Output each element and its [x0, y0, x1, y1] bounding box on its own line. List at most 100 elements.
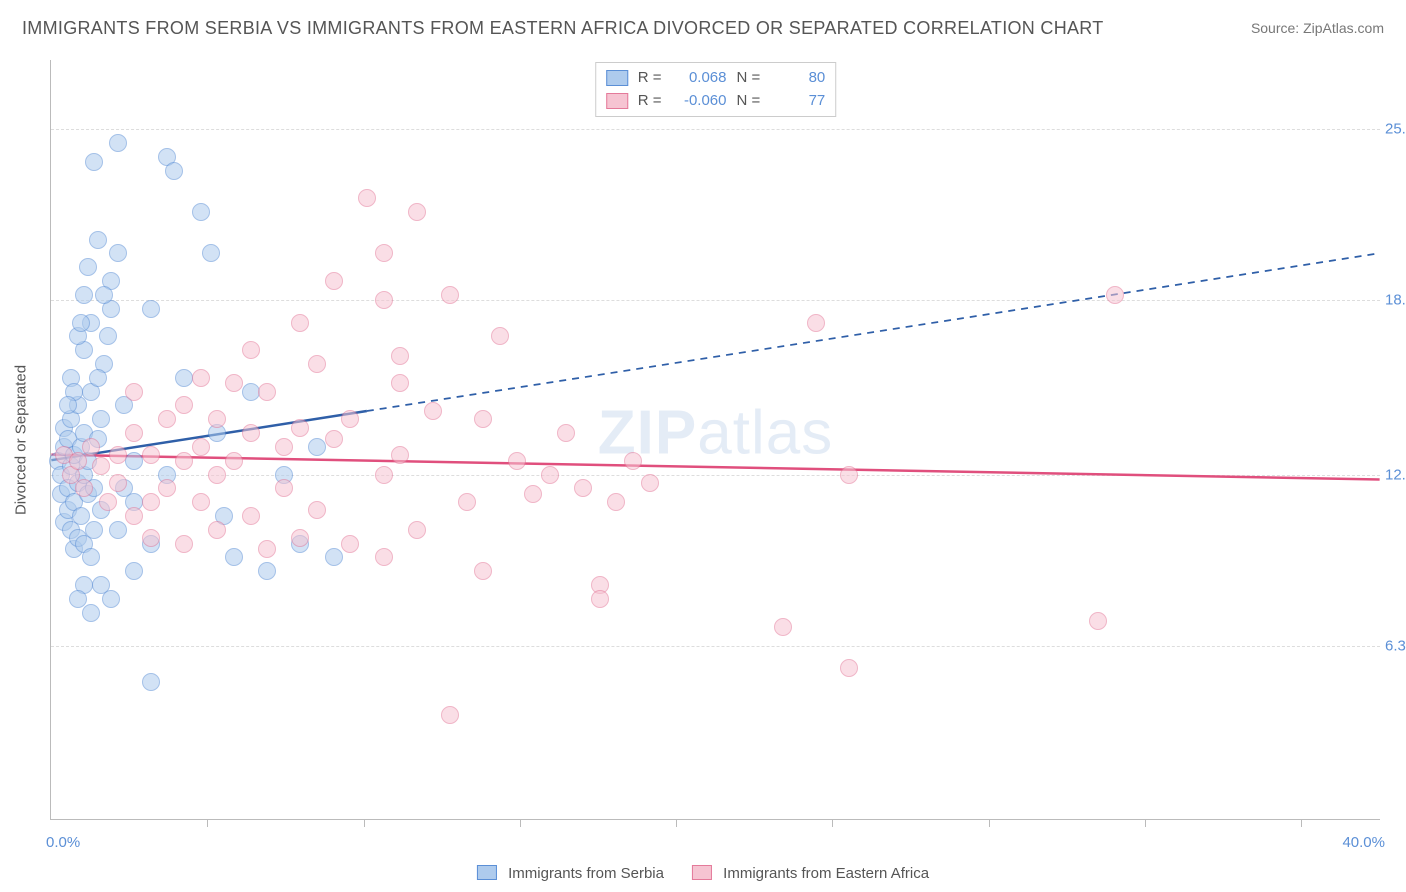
scatter-point-serbia [225, 548, 243, 566]
scatter-point-serbia [82, 548, 100, 566]
scatter-point-eafrica [142, 529, 160, 547]
scatter-point-eafrica [441, 286, 459, 304]
scatter-point-eafrica [192, 493, 210, 511]
scatter-point-serbia [85, 521, 103, 539]
scatter-point-eafrica [158, 479, 176, 497]
scatter-point-serbia [325, 548, 343, 566]
scatter-point-serbia [79, 258, 97, 276]
scatter-point-eafrica [341, 410, 359, 428]
x-axis-max-label: 40.0% [1342, 834, 1385, 851]
scatter-point-eafrica [291, 529, 309, 547]
scatter-point-eafrica [1106, 286, 1124, 304]
scatter-point-eafrica [242, 424, 260, 442]
y-tick-label: 18.8% [1385, 292, 1406, 309]
scatter-point-serbia [95, 286, 113, 304]
legend-row-serbia: R = 0.068 N = 80 [606, 67, 826, 90]
scatter-point-serbia [82, 604, 100, 622]
scatter-point-eafrica [291, 419, 309, 437]
scatter-point-eafrica [375, 291, 393, 309]
scatter-point-serbia [258, 562, 276, 580]
scatter-point-serbia [125, 452, 143, 470]
x-tick [676, 819, 677, 827]
source-attribution: Source: ZipAtlas.com [1251, 20, 1384, 36]
x-tick [989, 819, 990, 827]
x-tick [207, 819, 208, 827]
scatter-point-eafrica [208, 521, 226, 539]
scatter-point-eafrica [375, 548, 393, 566]
scatter-point-eafrica [325, 430, 343, 448]
gridline [51, 129, 1380, 130]
scatter-point-eafrica [192, 438, 210, 456]
scatter-point-serbia [72, 314, 90, 332]
scatter-point-eafrica [99, 493, 117, 511]
scatter-point-eafrica [574, 479, 592, 497]
scatter-point-eafrica [807, 314, 825, 332]
scatter-point-eafrica [358, 189, 376, 207]
scatter-point-eafrica [840, 659, 858, 677]
gridline [51, 646, 1380, 647]
scatter-point-eafrica [258, 540, 276, 558]
scatter-point-serbia [102, 590, 120, 608]
scatter-point-eafrica [109, 474, 127, 492]
y-tick-label: 12.5% [1385, 466, 1406, 483]
plot-area: ZIPatlas 6.3%12.5%18.8%25.0% Divorced or… [50, 60, 1380, 820]
scatter-point-eafrica [441, 706, 459, 724]
scatter-point-serbia [75, 286, 93, 304]
scatter-point-eafrica [391, 374, 409, 392]
scatter-point-eafrica [275, 479, 293, 497]
scatter-point-eafrica [524, 485, 542, 503]
scatter-point-serbia [202, 244, 220, 262]
scatter-point-eafrica [69, 452, 87, 470]
scatter-point-eafrica [1089, 612, 1107, 630]
scatter-point-eafrica [408, 521, 426, 539]
scatter-point-eafrica [458, 493, 476, 511]
gridline [51, 300, 1380, 301]
scatter-point-serbia [89, 231, 107, 249]
correlation-legend: R = 0.068 N = 80 R = -0.060 N = 77 [595, 62, 837, 117]
scatter-point-serbia [109, 521, 127, 539]
scatter-point-eafrica [225, 374, 243, 392]
scatter-point-eafrica [474, 562, 492, 580]
scatter-point-serbia [92, 410, 110, 428]
scatter-point-serbia [192, 203, 210, 221]
scatter-point-eafrica [142, 493, 160, 511]
scatter-point-eafrica [375, 466, 393, 484]
scatter-point-eafrica [175, 535, 193, 553]
trend-solid-eafrica [51, 455, 1379, 480]
scatter-point-serbia [165, 162, 183, 180]
y-tick-label: 6.3% [1385, 637, 1406, 654]
scatter-point-eafrica [308, 355, 326, 373]
gridline [51, 475, 1380, 476]
swatch-serbia [477, 865, 497, 880]
scatter-point-serbia [69, 590, 87, 608]
scatter-point-eafrica [142, 446, 160, 464]
scatter-point-serbia [99, 327, 117, 345]
scatter-point-eafrica [82, 438, 100, 456]
scatter-point-eafrica [541, 466, 559, 484]
scatter-point-serbia [142, 673, 160, 691]
x-tick [520, 819, 521, 827]
scatter-point-eafrica [557, 424, 575, 442]
scatter-point-eafrica [208, 466, 226, 484]
scatter-point-serbia [109, 244, 127, 262]
scatter-point-eafrica [175, 452, 193, 470]
scatter-point-eafrica [75, 479, 93, 497]
scatter-point-eafrica [158, 410, 176, 428]
scatter-point-eafrica [275, 438, 293, 456]
scatter-point-eafrica [125, 507, 143, 525]
scatter-point-eafrica [225, 452, 243, 470]
scatter-point-eafrica [109, 446, 127, 464]
series-legend: Immigrants from Serbia Immigrants from E… [477, 865, 929, 882]
scatter-point-eafrica [258, 383, 276, 401]
scatter-point-eafrica [641, 474, 659, 492]
scatter-point-eafrica [408, 203, 426, 221]
legend-row-eafrica: R = -0.060 N = 77 [606, 90, 826, 113]
scatter-point-eafrica [591, 590, 609, 608]
scatter-point-serbia [308, 438, 326, 456]
x-tick [832, 819, 833, 827]
scatter-point-eafrica [208, 410, 226, 428]
scatter-point-eafrica [424, 402, 442, 420]
scatter-point-eafrica [192, 369, 210, 387]
scatter-point-eafrica [375, 244, 393, 262]
scatter-point-eafrica [291, 314, 309, 332]
